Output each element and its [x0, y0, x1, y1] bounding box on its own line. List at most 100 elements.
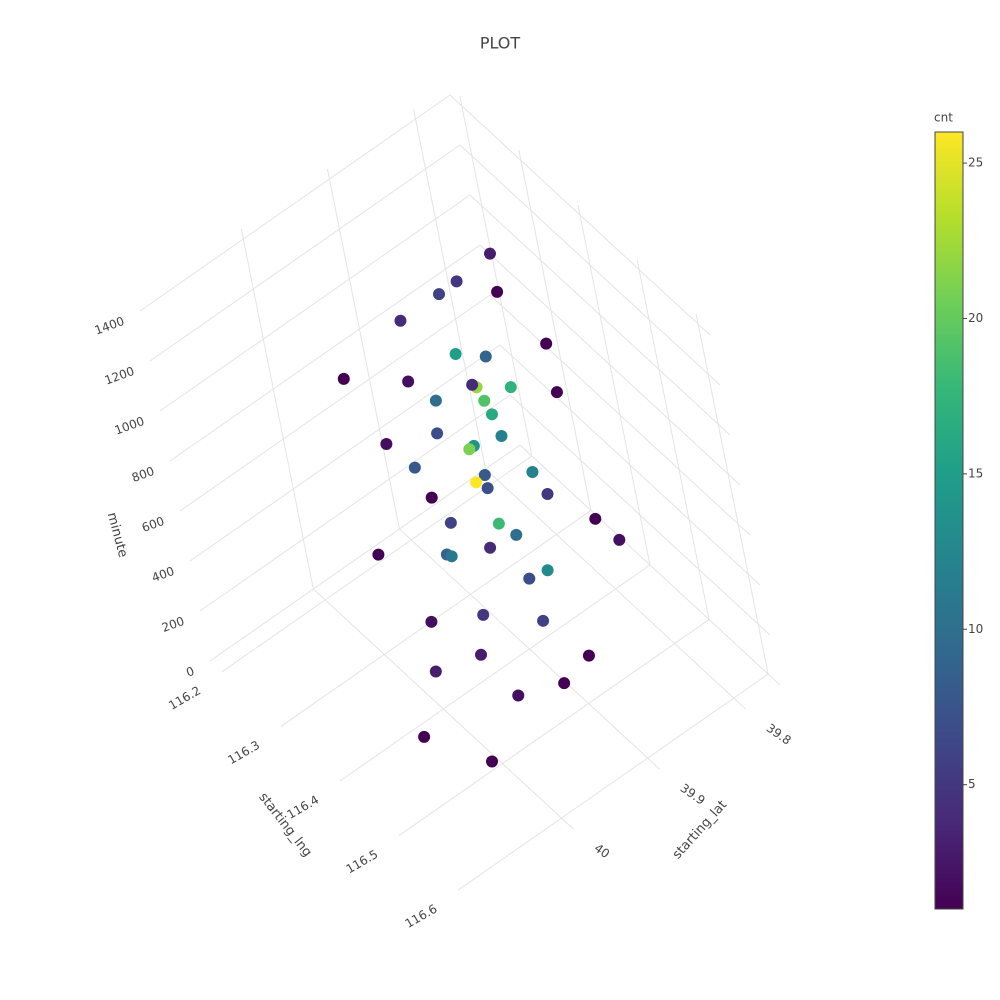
point [478, 394, 491, 407]
point [485, 408, 498, 421]
colorbar-tick-label: 15 [968, 466, 983, 480]
point [445, 550, 458, 563]
point [481, 482, 494, 495]
point [429, 665, 442, 678]
point [541, 564, 554, 577]
y-axis-title: starting_lat [670, 798, 730, 863]
point [444, 516, 457, 529]
z-grid-line [469, 194, 731, 436]
y-grid-line [485, 468, 746, 710]
y-grid-line [413, 108, 487, 470]
point [523, 572, 536, 585]
z-tick-label: 1400 [93, 314, 126, 338]
colorbar-tick-label: 20 [968, 311, 983, 325]
colorbar-tick-label: 5 [968, 777, 976, 791]
point [558, 677, 571, 690]
z-grid-line [169, 244, 481, 462]
point [512, 689, 525, 702]
colorbar-tick-label: 25 [968, 156, 983, 170]
z-grid-line [189, 344, 501, 562]
z-grid-line [149, 144, 461, 362]
x-tick-label: 116.3 [225, 738, 262, 767]
y-tick-label: 39.8 [764, 721, 794, 748]
z-grid-line [459, 144, 721, 386]
z-tick-label: 400 [150, 564, 176, 585]
x-grid-line [636, 259, 710, 620]
x-grid-line [577, 204, 651, 566]
point [470, 476, 483, 489]
point [478, 469, 491, 481]
z-tick-label: 1200 [103, 364, 136, 388]
z-grid-line [209, 444, 521, 662]
z-tick-label: 600 [140, 514, 166, 535]
z-grid-line [179, 294, 491, 512]
point [537, 614, 550, 627]
point [450, 275, 463, 288]
colorbar-tick-label: 10 [968, 622, 983, 636]
colorbar [934, 131, 964, 910]
point [491, 285, 504, 298]
x-tick-label: 116.5 [344, 847, 381, 876]
y-grid-line [399, 528, 660, 770]
point [613, 533, 626, 546]
x-tick-label: 116.4 [284, 793, 321, 822]
y-tick-label: 40 [592, 841, 613, 861]
y-tick-label: 39.9 [678, 781, 708, 808]
point [418, 730, 431, 743]
y-grid-line [240, 228, 314, 590]
z-grid-line [159, 194, 471, 412]
point [589, 512, 602, 525]
z-grid-line [199, 394, 511, 612]
z-grid-line [449, 94, 711, 336]
chart-title: PLOT [480, 34, 521, 53]
point [484, 541, 497, 554]
point [479, 350, 492, 363]
colorbar-title: cnt [934, 111, 953, 125]
z-grid-line [139, 94, 451, 312]
z-grid-line [479, 244, 741, 486]
x-grid-line [695, 313, 769, 675]
point [492, 517, 505, 530]
z-grid-line [519, 444, 781, 686]
point [477, 608, 490, 621]
z-grid-line [509, 394, 771, 636]
z-axis-title: minute [104, 511, 130, 559]
z-grid-line [499, 344, 761, 586]
point [449, 347, 462, 360]
z-tick-label: 800 [130, 464, 156, 485]
y-grid-line [326, 168, 400, 530]
z-tick-label: 1000 [113, 414, 146, 438]
point [337, 372, 350, 385]
point [425, 491, 438, 504]
x-grid-line [221, 455, 533, 673]
point [582, 649, 595, 662]
x-grid-line [459, 95, 533, 457]
x-grid-line [457, 673, 769, 891]
point [372, 548, 385, 561]
points [337, 247, 626, 768]
point [425, 615, 438, 628]
z-tick-label: 200 [160, 614, 186, 635]
colorbar-ticks: 5 10 15 20 25 [963, 156, 983, 791]
point [394, 314, 407, 327]
point [429, 394, 442, 407]
point [402, 375, 415, 388]
x-grid-line [398, 619, 710, 836]
point [550, 386, 563, 399]
point [463, 443, 476, 456]
point [504, 381, 517, 394]
point [495, 429, 508, 442]
x-grid-line [518, 150, 592, 511]
point [486, 755, 499, 768]
point [431, 427, 444, 440]
point [510, 528, 523, 541]
point [433, 288, 446, 301]
point [475, 648, 488, 661]
point [408, 461, 421, 474]
y-grid-line [312, 588, 574, 830]
z-grid-line [489, 294, 751, 536]
point [541, 488, 554, 500]
x-tick-label: 116.6 [403, 902, 440, 931]
